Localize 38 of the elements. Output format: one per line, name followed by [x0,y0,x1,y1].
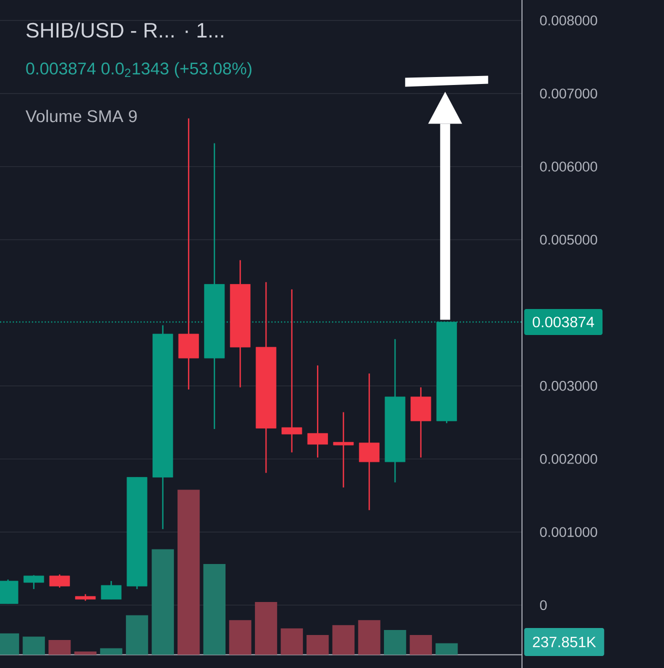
bar [203,564,226,655]
bar [306,634,329,655]
bar [126,615,148,655]
bar [22,636,45,655]
y-tick-label: 0.006000 [540,162,598,172]
y-tick-label: 0.001000 [540,527,598,537]
y-tick-label: 0.003000 [540,380,598,391]
text: 0.003874 0.0$_{2}$1343 (+53.08%) [26,62,252,78]
bar [436,643,458,655]
y-tick-label: 0.002000 [540,454,598,464]
bar [178,490,200,655]
candlestick [358,372,380,511]
bar [48,640,71,655]
candlestick [49,574,70,588]
candlestick [178,118,199,390]
bar [152,549,174,655]
candlestick [282,288,302,454]
candlestick [307,364,328,458]
y-tick-label: 0 [540,600,547,610]
candlestick [333,412,354,488]
y-tick-label: 0.005000 [540,234,598,245]
candlestick [24,574,44,590]
bar [410,634,432,655]
y-tick-label: 0.008000 [540,16,598,26]
bar [229,620,252,655]
bar [332,625,355,655]
candlestick [100,580,122,600]
y-tick-label: 0.007000 [540,88,598,98]
bar [358,620,380,655]
bar [280,628,303,655]
ref-line-label: 0.003874 [532,316,594,328]
bar [74,651,97,655]
bar [254,602,278,655]
bar [384,630,406,655]
text: SHIB/USD - R... · 1... [26,22,224,38]
text: 237.851K [532,636,596,648]
annotation: Volume SMA 9 [26,110,137,122]
bar [100,648,122,655]
